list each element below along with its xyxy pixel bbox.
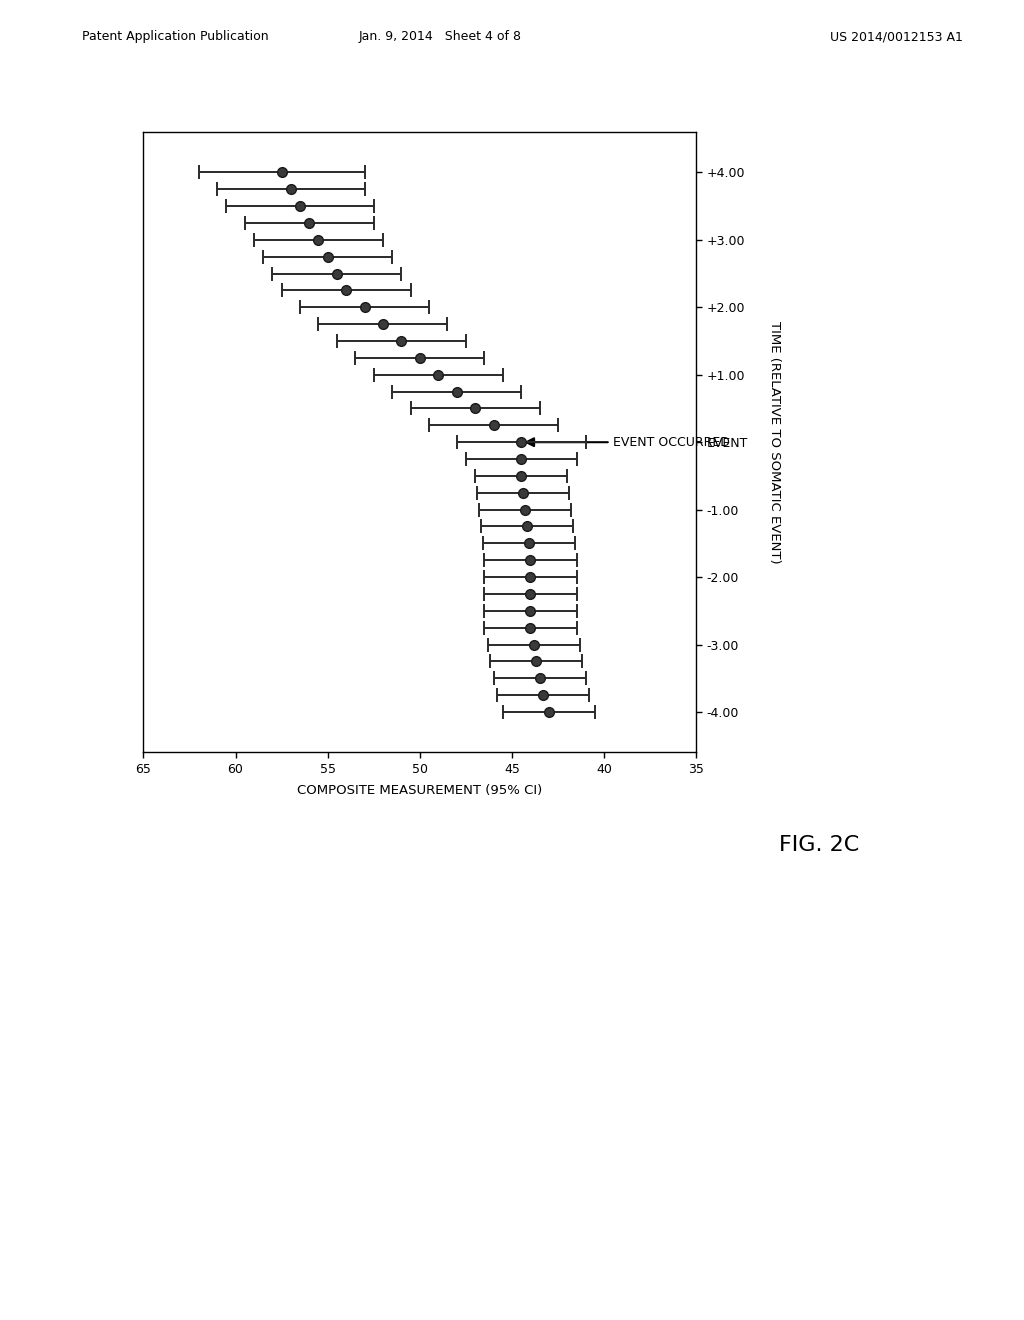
Text: EVENT OCCURRED: EVENT OCCURRED [526, 436, 730, 449]
Y-axis label: TIME (RELATIVE TO SOMATIC EVENT): TIME (RELATIVE TO SOMATIC EVENT) [768, 321, 780, 564]
X-axis label: COMPOSITE MEASUREMENT (95% CI): COMPOSITE MEASUREMENT (95% CI) [297, 784, 543, 797]
Text: Jan. 9, 2014   Sheet 4 of 8: Jan. 9, 2014 Sheet 4 of 8 [358, 30, 522, 44]
Text: Patent Application Publication: Patent Application Publication [82, 30, 268, 44]
Text: US 2014/0012153 A1: US 2014/0012153 A1 [829, 30, 963, 44]
Text: FIG. 2C: FIG. 2C [779, 834, 859, 855]
